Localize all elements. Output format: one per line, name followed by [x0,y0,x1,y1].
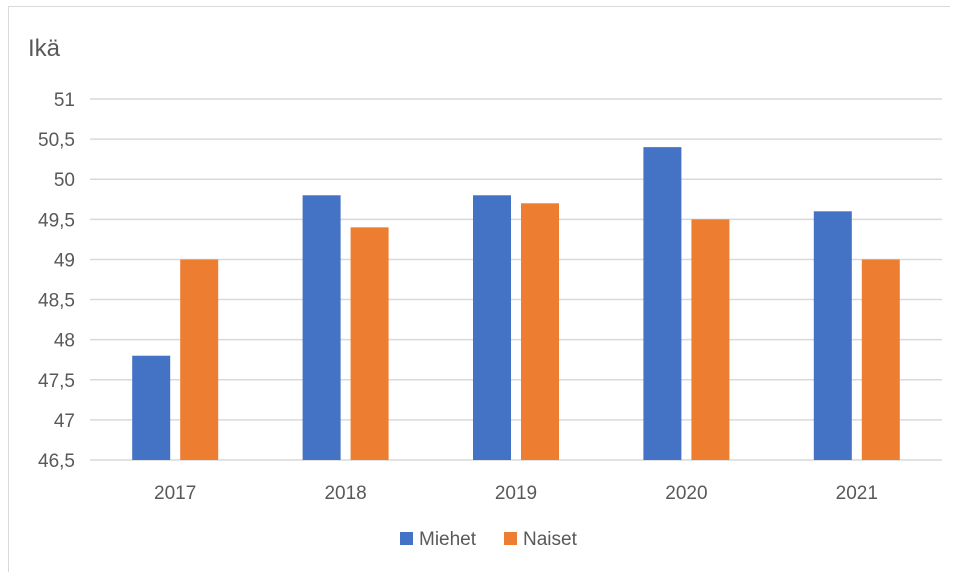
bar-naiset-2019 [521,203,559,461]
bar-miehet-2017 [132,355,171,460]
y-tick-label: 49 [54,250,75,271]
y-tick-label: 46,5 [38,451,75,472]
x-tick-label: 2021 [836,483,878,504]
y-tick-label: 47,5 [38,371,75,392]
y-tick-label: 48,5 [38,291,75,312]
legend-label-naiset: Naiset [523,529,578,550]
x-tick-label: 2018 [324,483,366,504]
x-tick-label: 2017 [154,483,196,504]
legend-swatch-naiset [504,532,517,545]
y-tick-label: 49,5 [38,210,75,231]
y-tick-label: 48 [54,331,75,352]
bar-miehet-2019 [473,195,511,460]
bar-miehet-2018 [302,195,341,460]
y-axis-title: Ikä [28,35,61,62]
y-tick-label: 50 [54,170,75,191]
bar-naiset-2018 [350,227,389,460]
x-axis-tick-labels: 2017 2018 2019 2020 2021 [154,483,878,504]
bar-naiset-2021 [861,259,900,460]
x-tick-label: 2019 [495,483,537,504]
gridlines [90,98,942,461]
bar-miehet-2021 [813,211,852,460]
legend-swatch-miehet [400,532,413,545]
y-tick-label: 50,5 [38,130,75,151]
legend-label-miehet: Miehet [419,529,477,550]
bar-naiset-2020 [691,219,730,460]
chart-frame [8,6,950,572]
y-axis-tick-labels: 46,5 47 47,5 48 48,5 49 49,5 50 50,5 51 [38,90,75,472]
bars [132,147,900,461]
legend: Miehet Naiset [400,529,578,550]
x-tick-label: 2020 [665,483,707,504]
y-tick-label: 47 [54,411,75,432]
bar-naiset-2017 [180,259,219,460]
y-tick-label: 51 [54,90,75,111]
bar-miehet-2020 [643,147,682,460]
